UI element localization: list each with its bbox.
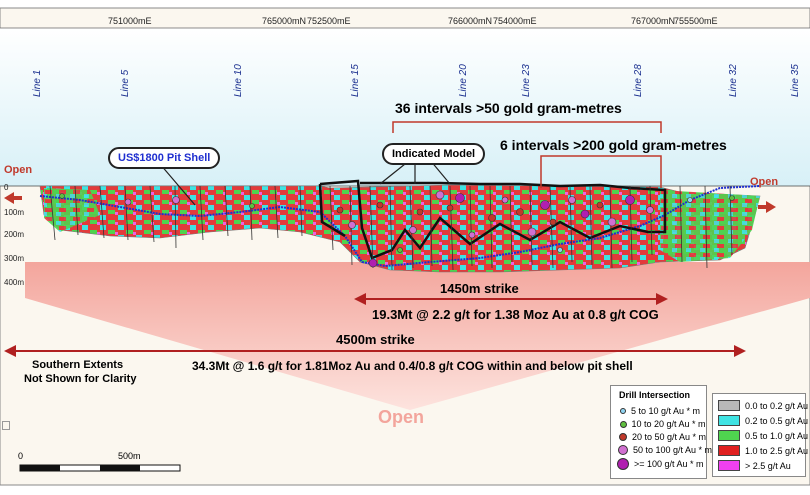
coord-label: 766000mN xyxy=(448,16,493,26)
strike-4500-label: 4500m strike xyxy=(336,332,415,347)
drill-legend-item: 50 to 100 g/t Au * m xyxy=(618,445,712,455)
pit-shell-outline xyxy=(39,185,761,268)
grade-legend-item: 0.5 to 1.0 g/t Au xyxy=(718,430,808,441)
scale-500-label: 500m xyxy=(118,451,141,461)
legend-label: 0.0 to 0.2 g/t Au xyxy=(745,400,809,411)
southern-extents-label-1: Southern Extents xyxy=(32,359,124,371)
drill-intersections xyxy=(59,190,735,268)
bracket-6-intervals xyxy=(540,155,662,188)
drill-line-label: Line 5 xyxy=(120,69,131,97)
legend-label: > 2.5 g/t Au xyxy=(745,460,791,471)
grade-legend-item: 0.2 to 0.5 g/t Au xyxy=(718,415,808,426)
drill-legend-title: Drill Intersection xyxy=(619,390,691,400)
drill-line-label: Line 32 xyxy=(728,64,739,97)
legend-label: 10 to 20 g/t Au * m xyxy=(631,419,706,429)
legend-swatch-icon xyxy=(718,460,740,471)
legend-label: 0.2 to 0.5 g/t Au xyxy=(745,415,809,426)
intervals-50-label: 36 intervals >50 gold gram-metres xyxy=(395,100,622,116)
open-bottom-label: Open xyxy=(378,407,425,427)
resource-4500-label: 34.3Mt @ 1.6 g/t for 1.81Moz Au and 0.4/… xyxy=(192,359,633,373)
legend-dot-icon xyxy=(620,408,626,414)
indicated-model-callout: Indicated Model xyxy=(382,143,486,165)
legend-label: >= 100 g/t Au * m xyxy=(634,459,704,469)
drill-intersection-legend: Drill Intersection 5 to 10 g/t Au * m 10 … xyxy=(610,385,712,479)
open-left-arrow xyxy=(4,192,22,204)
legend-dot-icon xyxy=(619,420,627,428)
grade-legend: 0.0 to 0.2 g/t Au 0.2 to 0.5 g/t Au 0.5 to… xyxy=(712,393,808,477)
coord-label: 754000mE xyxy=(493,16,537,26)
legend-swatch-icon xyxy=(718,445,740,456)
legend-dot-icon xyxy=(618,445,628,455)
grade-legend-item: 0.0 to 0.2 g/t Au xyxy=(718,400,808,411)
depth-label: 300m xyxy=(4,254,25,263)
open-right-arrow xyxy=(758,201,776,213)
legend-label: 50 to 100 g/t Au * m xyxy=(633,445,713,455)
strike-1450-arrow xyxy=(354,293,668,305)
legend-label: 0.5 to 1.0 g/t Au xyxy=(745,430,809,441)
pit-shell-callout: US$1800 Pit Shell xyxy=(108,147,221,169)
depth-label: 100m xyxy=(4,208,25,217)
edge-marker xyxy=(2,421,10,430)
orebody-block-model xyxy=(39,184,761,273)
intervals-200-label: 6 intervals >200 gold gram-metres xyxy=(500,137,727,153)
drill-legend-item: 5 to 10 g/t Au * m xyxy=(620,406,700,416)
drill-line-label: Line 1 xyxy=(32,69,43,97)
bracket-36-intervals xyxy=(392,121,662,133)
coord-label: 751000mE xyxy=(108,16,152,26)
drill-legend-item: 20 to 50 g/t Au * m xyxy=(619,432,706,442)
legend-swatch-icon xyxy=(718,400,740,411)
drill-line-label: Line 23 xyxy=(521,64,532,97)
depth-label: 200m xyxy=(4,230,25,239)
strike-1450-label: 1450m strike xyxy=(440,281,519,296)
legend-label: 5 to 10 g/t Au * m xyxy=(631,406,701,416)
depth-label: 400m xyxy=(4,278,25,287)
drill-line-label: Line 20 xyxy=(458,64,469,97)
scale-bar xyxy=(19,464,181,472)
drill-holes xyxy=(49,185,733,271)
grade-legend-item: > 2.5 g/t Au xyxy=(718,460,791,471)
legend-dot-icon xyxy=(617,458,629,470)
coord-label: 767000mN xyxy=(631,16,676,26)
drill-line-label: Line 10 xyxy=(233,64,244,97)
coord-label: 752500mE xyxy=(307,16,351,26)
indicated-model-outline xyxy=(319,179,667,260)
strike-4500-arrow xyxy=(4,345,746,357)
legend-label: 1.0 to 2.5 g/t Au xyxy=(745,445,809,456)
legend-swatch-icon xyxy=(718,415,740,426)
drill-line-label: Line 15 xyxy=(350,64,361,97)
open-left-label: Open xyxy=(4,164,33,176)
southern-extents-label-2: Not Shown for Clarity xyxy=(24,373,137,385)
open-right-label: Open xyxy=(750,176,779,188)
legend-label: 20 to 50 g/t Au * m xyxy=(632,432,707,442)
grade-legend-item: 1.0 to 2.5 g/t Au xyxy=(718,445,808,456)
coord-label: 765000mN xyxy=(262,16,307,26)
legend-dot-icon xyxy=(619,433,627,441)
drill-line-label: Line 35 xyxy=(790,64,801,97)
legend-swatch-icon xyxy=(718,430,740,441)
drill-line-label: Line 28 xyxy=(633,64,644,97)
coord-label: 755500mE xyxy=(674,16,718,26)
drill-legend-item: >= 100 g/t Au * m xyxy=(617,458,704,470)
resource-1450-label: 19.3Mt @ 2.2 g/t for 1.38 Moz Au at 0.8 … xyxy=(372,307,659,322)
drill-legend-item: 10 to 20 g/t Au * m xyxy=(619,419,706,429)
depth-label: 0 xyxy=(4,183,9,192)
scale-zero-label: 0 xyxy=(18,451,24,461)
